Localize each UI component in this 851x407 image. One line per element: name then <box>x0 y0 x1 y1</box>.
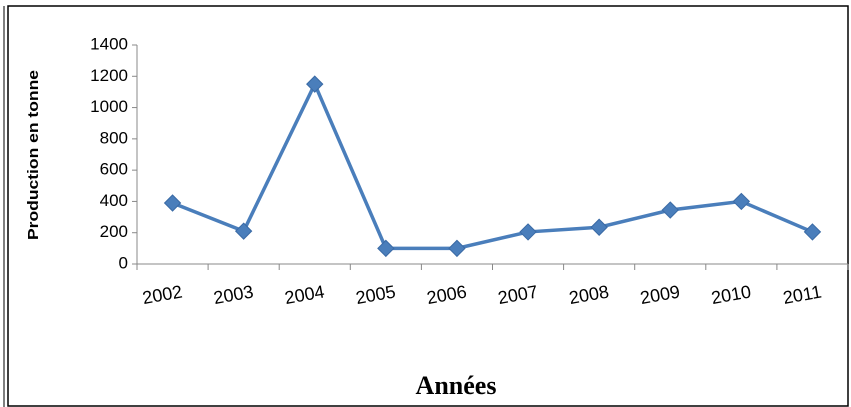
frame <box>7 5 849 407</box>
x-tick-label: 2004 <box>283 281 326 308</box>
x-tick-label: 2005 <box>354 281 397 308</box>
marker <box>448 239 466 258</box>
y-tick-label: 200 <box>100 222 128 241</box>
marker <box>163 194 182 212</box>
marker <box>306 75 324 93</box>
y-tick-label: 1000 <box>90 97 128 116</box>
x-tick-label: 2008 <box>567 281 610 308</box>
x-tick-label: 2006 <box>425 281 468 308</box>
x-tick-label: 2003 <box>212 281 255 308</box>
marker <box>377 239 395 258</box>
marker <box>590 218 608 236</box>
y-tick-label: 400 <box>100 191 128 210</box>
x-axis-title: Années <box>416 371 497 400</box>
x-tick-label: 2010 <box>710 281 753 308</box>
marker <box>732 192 751 211</box>
x-tick-label: 2002 <box>141 281 184 308</box>
y-tick-label: 600 <box>100 160 128 179</box>
x-tick-label: 2009 <box>639 281 682 308</box>
marker <box>519 223 537 241</box>
x-tick-label: 2007 <box>496 281 539 308</box>
marker <box>803 223 822 241</box>
marker <box>234 222 253 240</box>
y-tick-label: 1400 <box>90 34 128 53</box>
line <box>171 79 814 251</box>
y-tick-label: 800 <box>100 128 128 147</box>
x-tick-label: 2011 <box>781 282 823 308</box>
y-tick-label: 1200 <box>90 66 128 85</box>
y-tick-label: 0 <box>119 253 128 272</box>
y-axis-title: Production en tonne <box>25 70 42 240</box>
marker <box>661 201 679 219</box>
